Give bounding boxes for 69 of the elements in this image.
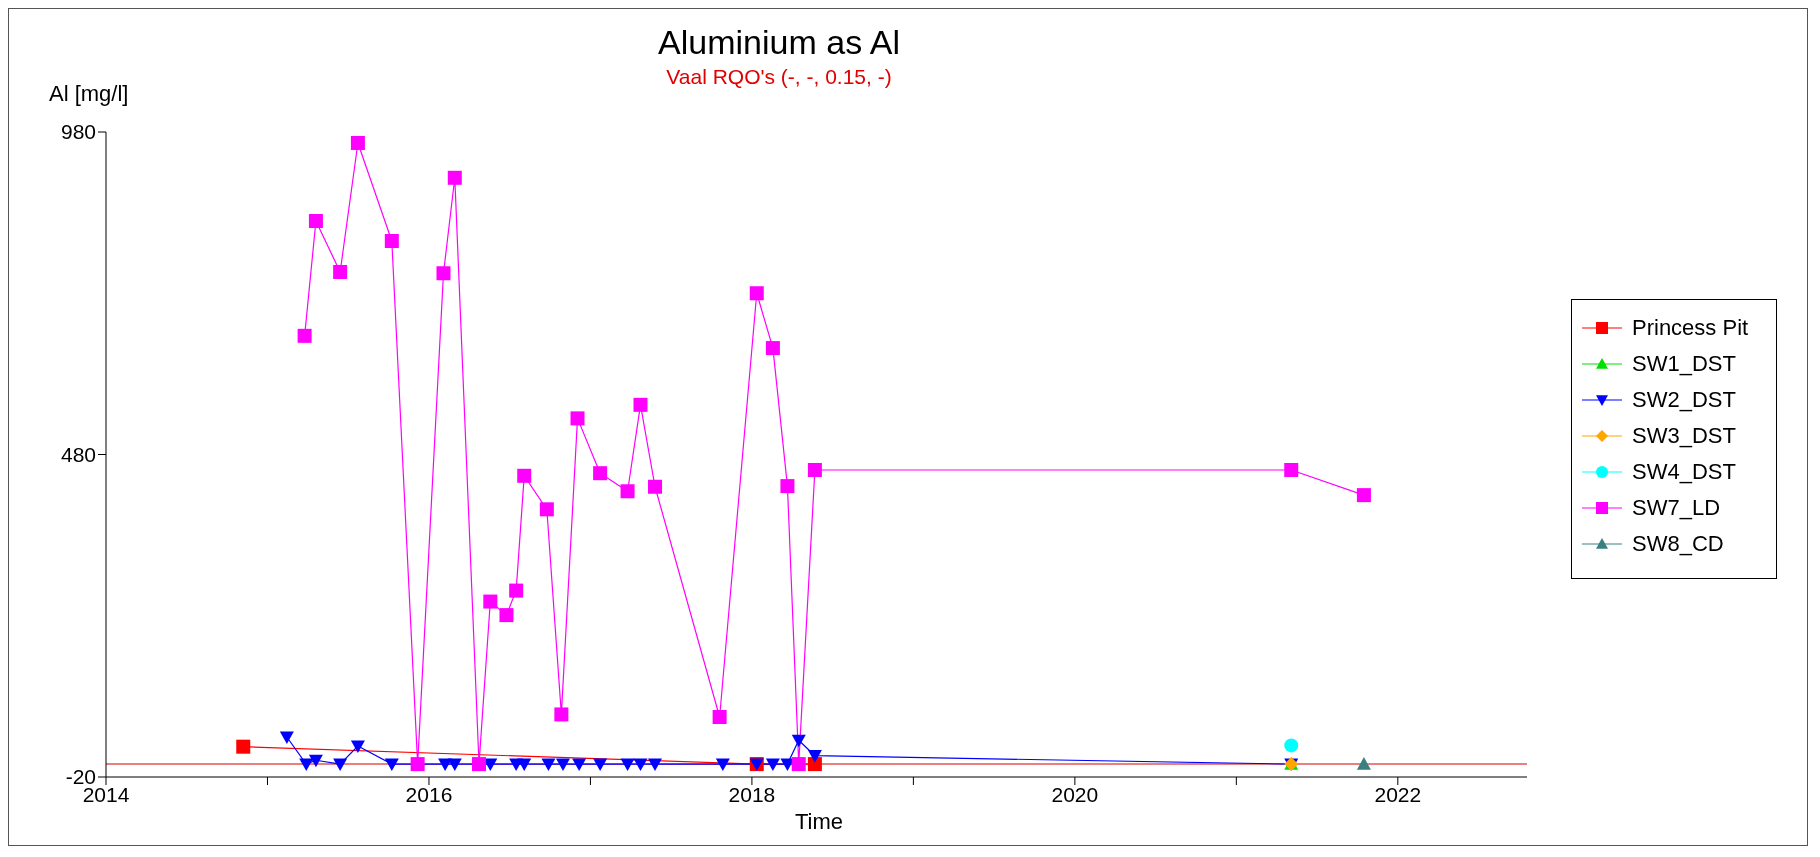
point xyxy=(333,758,348,772)
y-tick-label: 480 xyxy=(60,442,96,466)
point xyxy=(791,734,806,748)
x-tick-label: 2016 xyxy=(405,782,453,806)
legend-label: SW1_DST xyxy=(1632,351,1736,377)
point xyxy=(648,758,663,772)
legend-label: Princess Pit xyxy=(1632,315,1749,341)
point xyxy=(593,466,608,481)
legend-label: SW7_LD xyxy=(1632,495,1721,521)
point xyxy=(279,731,294,745)
point xyxy=(483,594,498,609)
point xyxy=(236,739,251,754)
chart-title: Aluminium as Al xyxy=(657,23,901,62)
point xyxy=(765,341,780,356)
point xyxy=(384,234,399,249)
point xyxy=(410,757,425,772)
y-axis-title: Al [mg/l] xyxy=(49,81,129,107)
point xyxy=(509,583,524,598)
point xyxy=(620,484,635,499)
point xyxy=(633,397,648,412)
point xyxy=(593,758,608,772)
point xyxy=(1284,462,1299,477)
legend-label: SW3_DST xyxy=(1632,423,1736,449)
point xyxy=(308,754,323,768)
point xyxy=(648,479,663,494)
chart-subtitle: Vaal RQO's (-, -, 0.15, -) xyxy=(666,65,892,88)
point xyxy=(555,758,570,772)
point xyxy=(539,502,554,517)
point xyxy=(715,758,730,772)
point xyxy=(712,710,727,725)
point xyxy=(384,758,399,772)
point xyxy=(350,740,365,754)
point xyxy=(572,758,587,772)
legend-label: SW2_DST xyxy=(1632,387,1736,413)
point xyxy=(1356,757,1371,770)
point xyxy=(780,479,795,494)
x-axis-title: Time xyxy=(793,809,845,835)
point xyxy=(749,286,764,301)
point xyxy=(554,707,569,722)
point xyxy=(570,411,585,426)
point xyxy=(517,468,532,483)
y-tick-label: -20 xyxy=(65,765,96,789)
point xyxy=(447,758,462,772)
point xyxy=(1284,738,1299,753)
point xyxy=(472,757,487,772)
point xyxy=(499,608,514,623)
point xyxy=(791,757,806,772)
point xyxy=(807,757,822,772)
point xyxy=(1356,488,1371,503)
point xyxy=(807,462,822,477)
legend-label: SW4_DST xyxy=(1632,459,1736,485)
point xyxy=(299,758,314,772)
x-tick-label: 2020 xyxy=(1051,782,1099,806)
point xyxy=(517,758,532,772)
point xyxy=(765,758,780,772)
point xyxy=(807,750,822,763)
x-tick-label: 2018 xyxy=(728,782,776,806)
point xyxy=(541,758,556,772)
point xyxy=(297,328,312,343)
point xyxy=(333,264,348,279)
point xyxy=(620,758,635,772)
point xyxy=(447,170,462,185)
legend-label: SW8_CD xyxy=(1632,531,1724,557)
point xyxy=(350,135,365,150)
x-tick-label: 2022 xyxy=(1374,782,1422,806)
point xyxy=(436,266,451,281)
point xyxy=(633,758,648,772)
point xyxy=(308,214,323,229)
y-tick-label: 980 xyxy=(60,120,96,144)
